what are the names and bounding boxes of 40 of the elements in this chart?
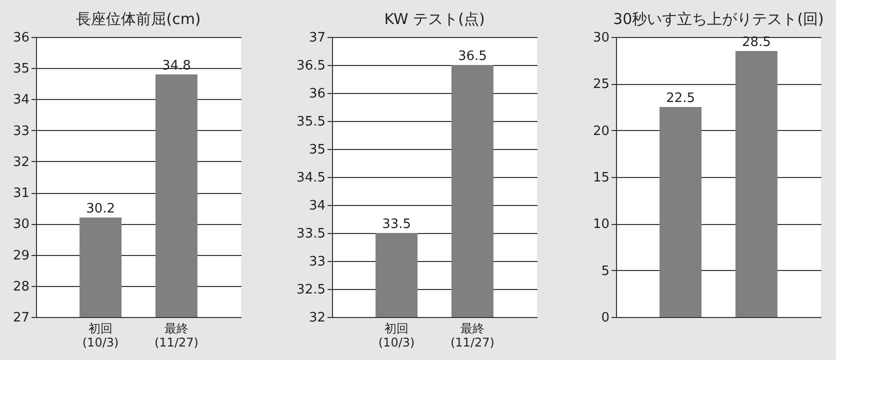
y-tick-label: 29 [12, 248, 30, 264]
y-tick-label: 31 [12, 186, 30, 202]
data-label: 33.5 [382, 217, 412, 232]
y-tick-label: 0 [601, 310, 610, 326]
chart-title: KW テスト(点) [384, 10, 485, 28]
y-tick-label: 36.5 [296, 58, 326, 74]
y-tick-label: 32 [12, 154, 30, 170]
x-tick-label: 最終 (11/27) [450, 322, 494, 350]
y-tick-label: 20 [592, 124, 610, 139]
x-tick-label: 初回 (10/3) [82, 322, 119, 350]
y-tick-label: 33.5 [296, 226, 326, 242]
y-tick-label: 37 [308, 30, 326, 46]
y-tick-label: 30 [12, 217, 30, 232]
x-tick-label: 最終 (11/27) [154, 322, 198, 350]
y-tick-label: 34.5 [296, 170, 326, 186]
x-tick-label: 初回 (10/3) [378, 322, 415, 350]
y-tick-label: 32.5 [296, 282, 326, 298]
y-tick-label: 10 [592, 217, 610, 232]
y-tick-label: 30 [592, 30, 610, 46]
y-tick-label: 35 [308, 142, 326, 158]
y-tick-label: 35.5 [296, 114, 326, 130]
y-tick-label: 33 [308, 254, 326, 270]
y-tick-label: 33 [12, 124, 30, 139]
chart-title: 長座位体前屈(cm) [76, 10, 201, 28]
y-tick-label: 28 [12, 279, 30, 294]
y-tick-label: 34 [308, 198, 326, 214]
y-tick-label: 5 [601, 264, 610, 279]
y-tick-label: 25 [592, 77, 610, 92]
y-tick-label: 32 [308, 310, 326, 326]
data-label: 28.5 [742, 35, 771, 50]
chart-title: 30秒いす立ち上がりテスト(回) [613, 10, 824, 28]
y-tick-label: 27 [12, 310, 30, 326]
y-tick-label: 34 [12, 92, 30, 108]
y-tick-label: 36 [308, 86, 326, 102]
y-tick-label: 15 [592, 170, 610, 186]
data-label: 36.5 [458, 49, 487, 64]
data-label: 22.5 [666, 91, 696, 106]
data-label: 30.2 [86, 201, 116, 216]
y-tick-label: 35 [12, 62, 30, 77]
y-tick-label: 36 [12, 30, 30, 46]
